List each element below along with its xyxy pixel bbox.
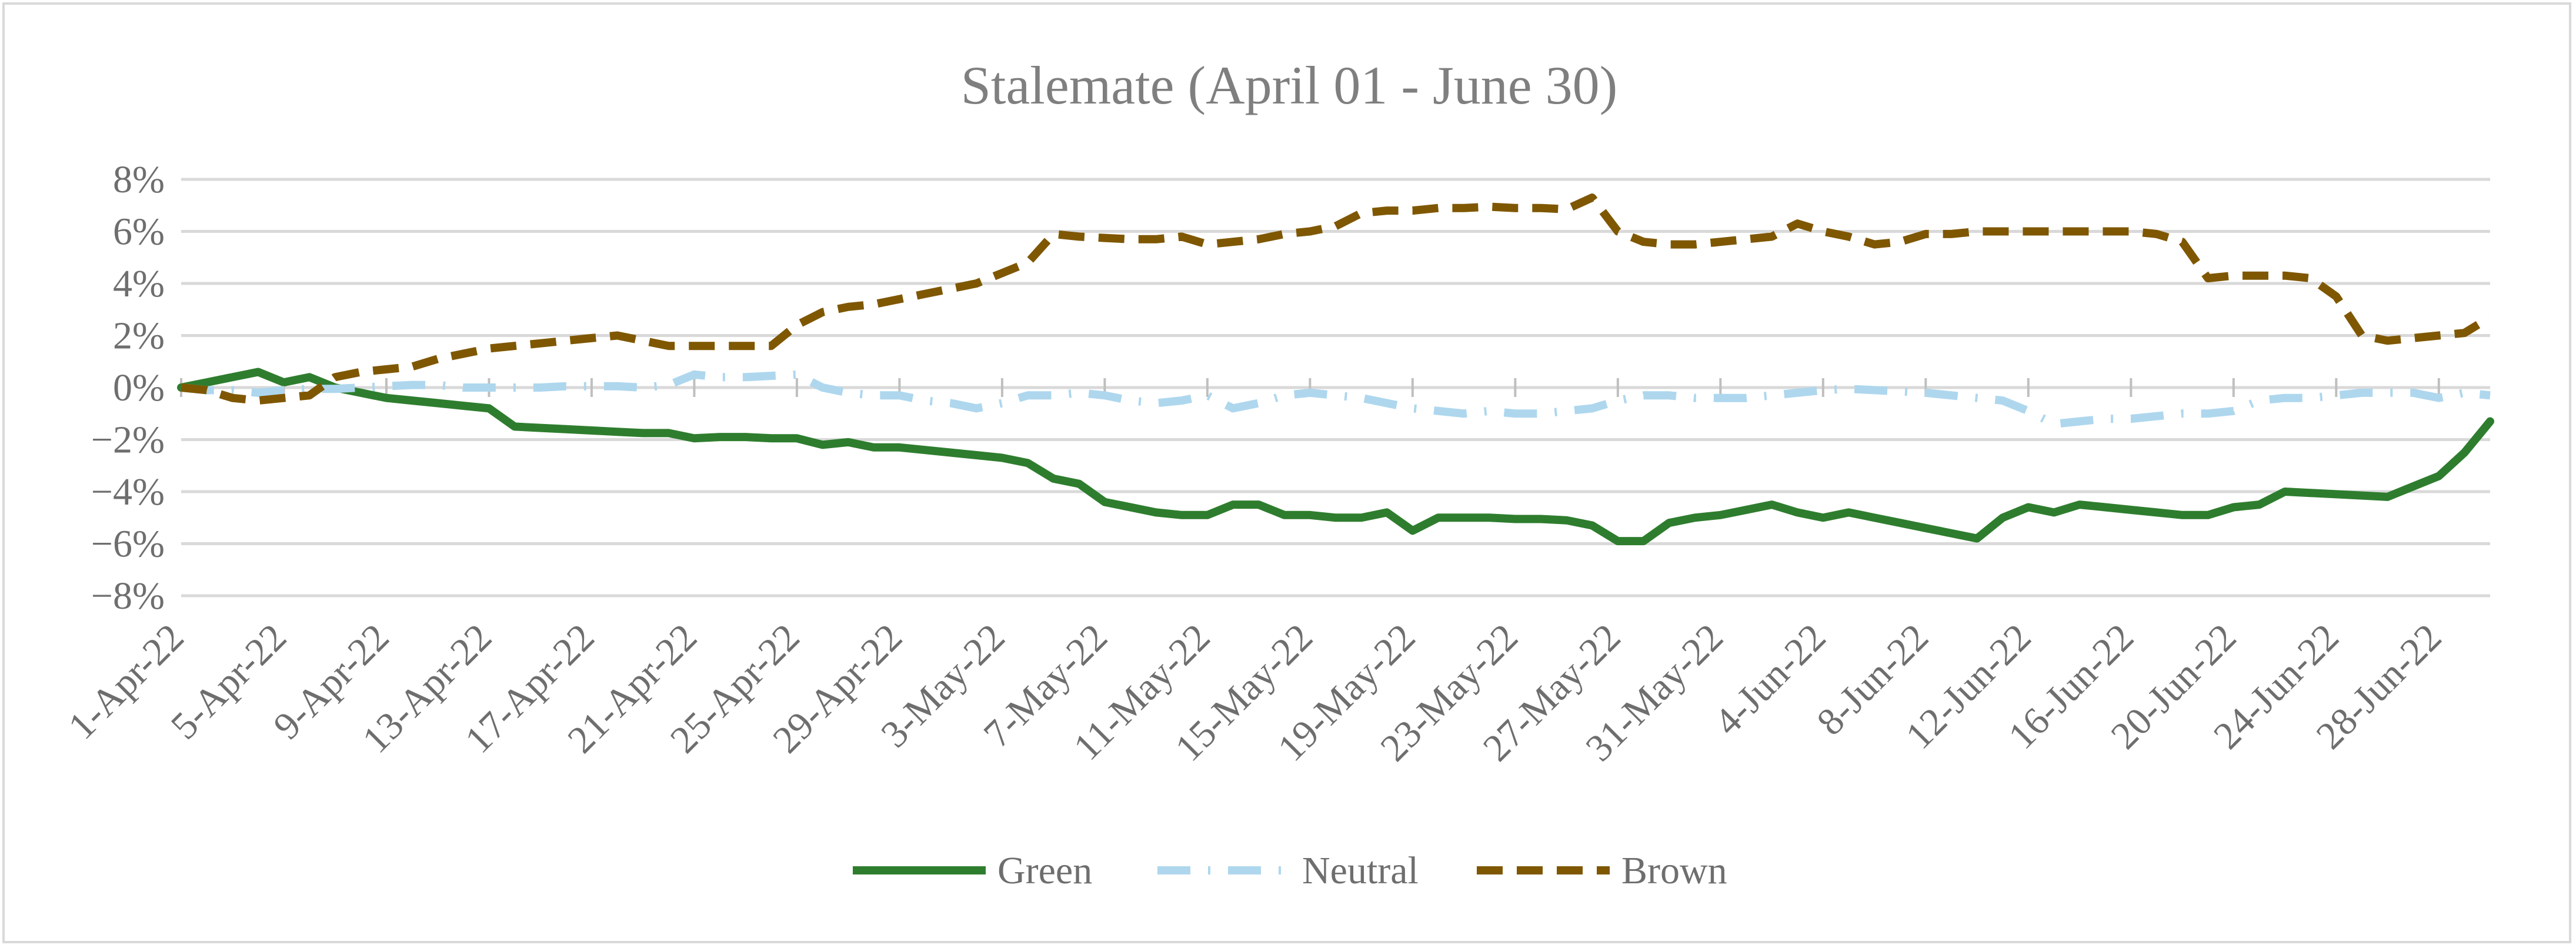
x-tick-label: 5-Apr-22	[163, 616, 295, 747]
legend-label-neutral: Neutral	[1302, 849, 1419, 892]
y-tick-label: −8%	[91, 575, 165, 617]
y-tick-label: 4%	[113, 262, 165, 305]
x-tick-label: 4-Jun-22	[1706, 616, 1834, 744]
series-line-brown	[181, 193, 2492, 405]
chart-title: Stalemate (April 01 - June 30)	[961, 55, 1618, 115]
x-axis-ticks: 1-Apr-225-Apr-229-Apr-2213-Apr-2217-Apr-…	[60, 378, 2450, 770]
legend-label-brown: Brown	[1621, 849, 1727, 892]
y-tick-label: −2%	[91, 419, 165, 462]
y-tick-label: 0%	[113, 366, 165, 409]
y-tick-label: −4%	[91, 470, 165, 513]
line-chart: Stalemate (April 01 - June 30) 8% 6% 4% 2% 0…	[60, 55, 2494, 892]
legend: Green Neutral Brown	[853, 849, 1727, 892]
y-tick-label: 8%	[113, 158, 165, 201]
series-lines	[177, 193, 2494, 546]
y-tick-label: −6%	[91, 523, 165, 566]
y-tick-label: 2%	[113, 315, 165, 358]
series-line-green	[177, 368, 2494, 546]
y-axis-ticks: 8% 6% 4% 2% 0% −2% −4% −6% −8%	[91, 158, 165, 617]
series-line-neutral	[181, 370, 2491, 428]
gridlines	[181, 178, 2490, 597]
legend-label-green: Green	[997, 849, 1092, 892]
x-tick-label: 1-Apr-22	[60, 616, 192, 747]
y-tick-label: 6%	[113, 211, 165, 253]
